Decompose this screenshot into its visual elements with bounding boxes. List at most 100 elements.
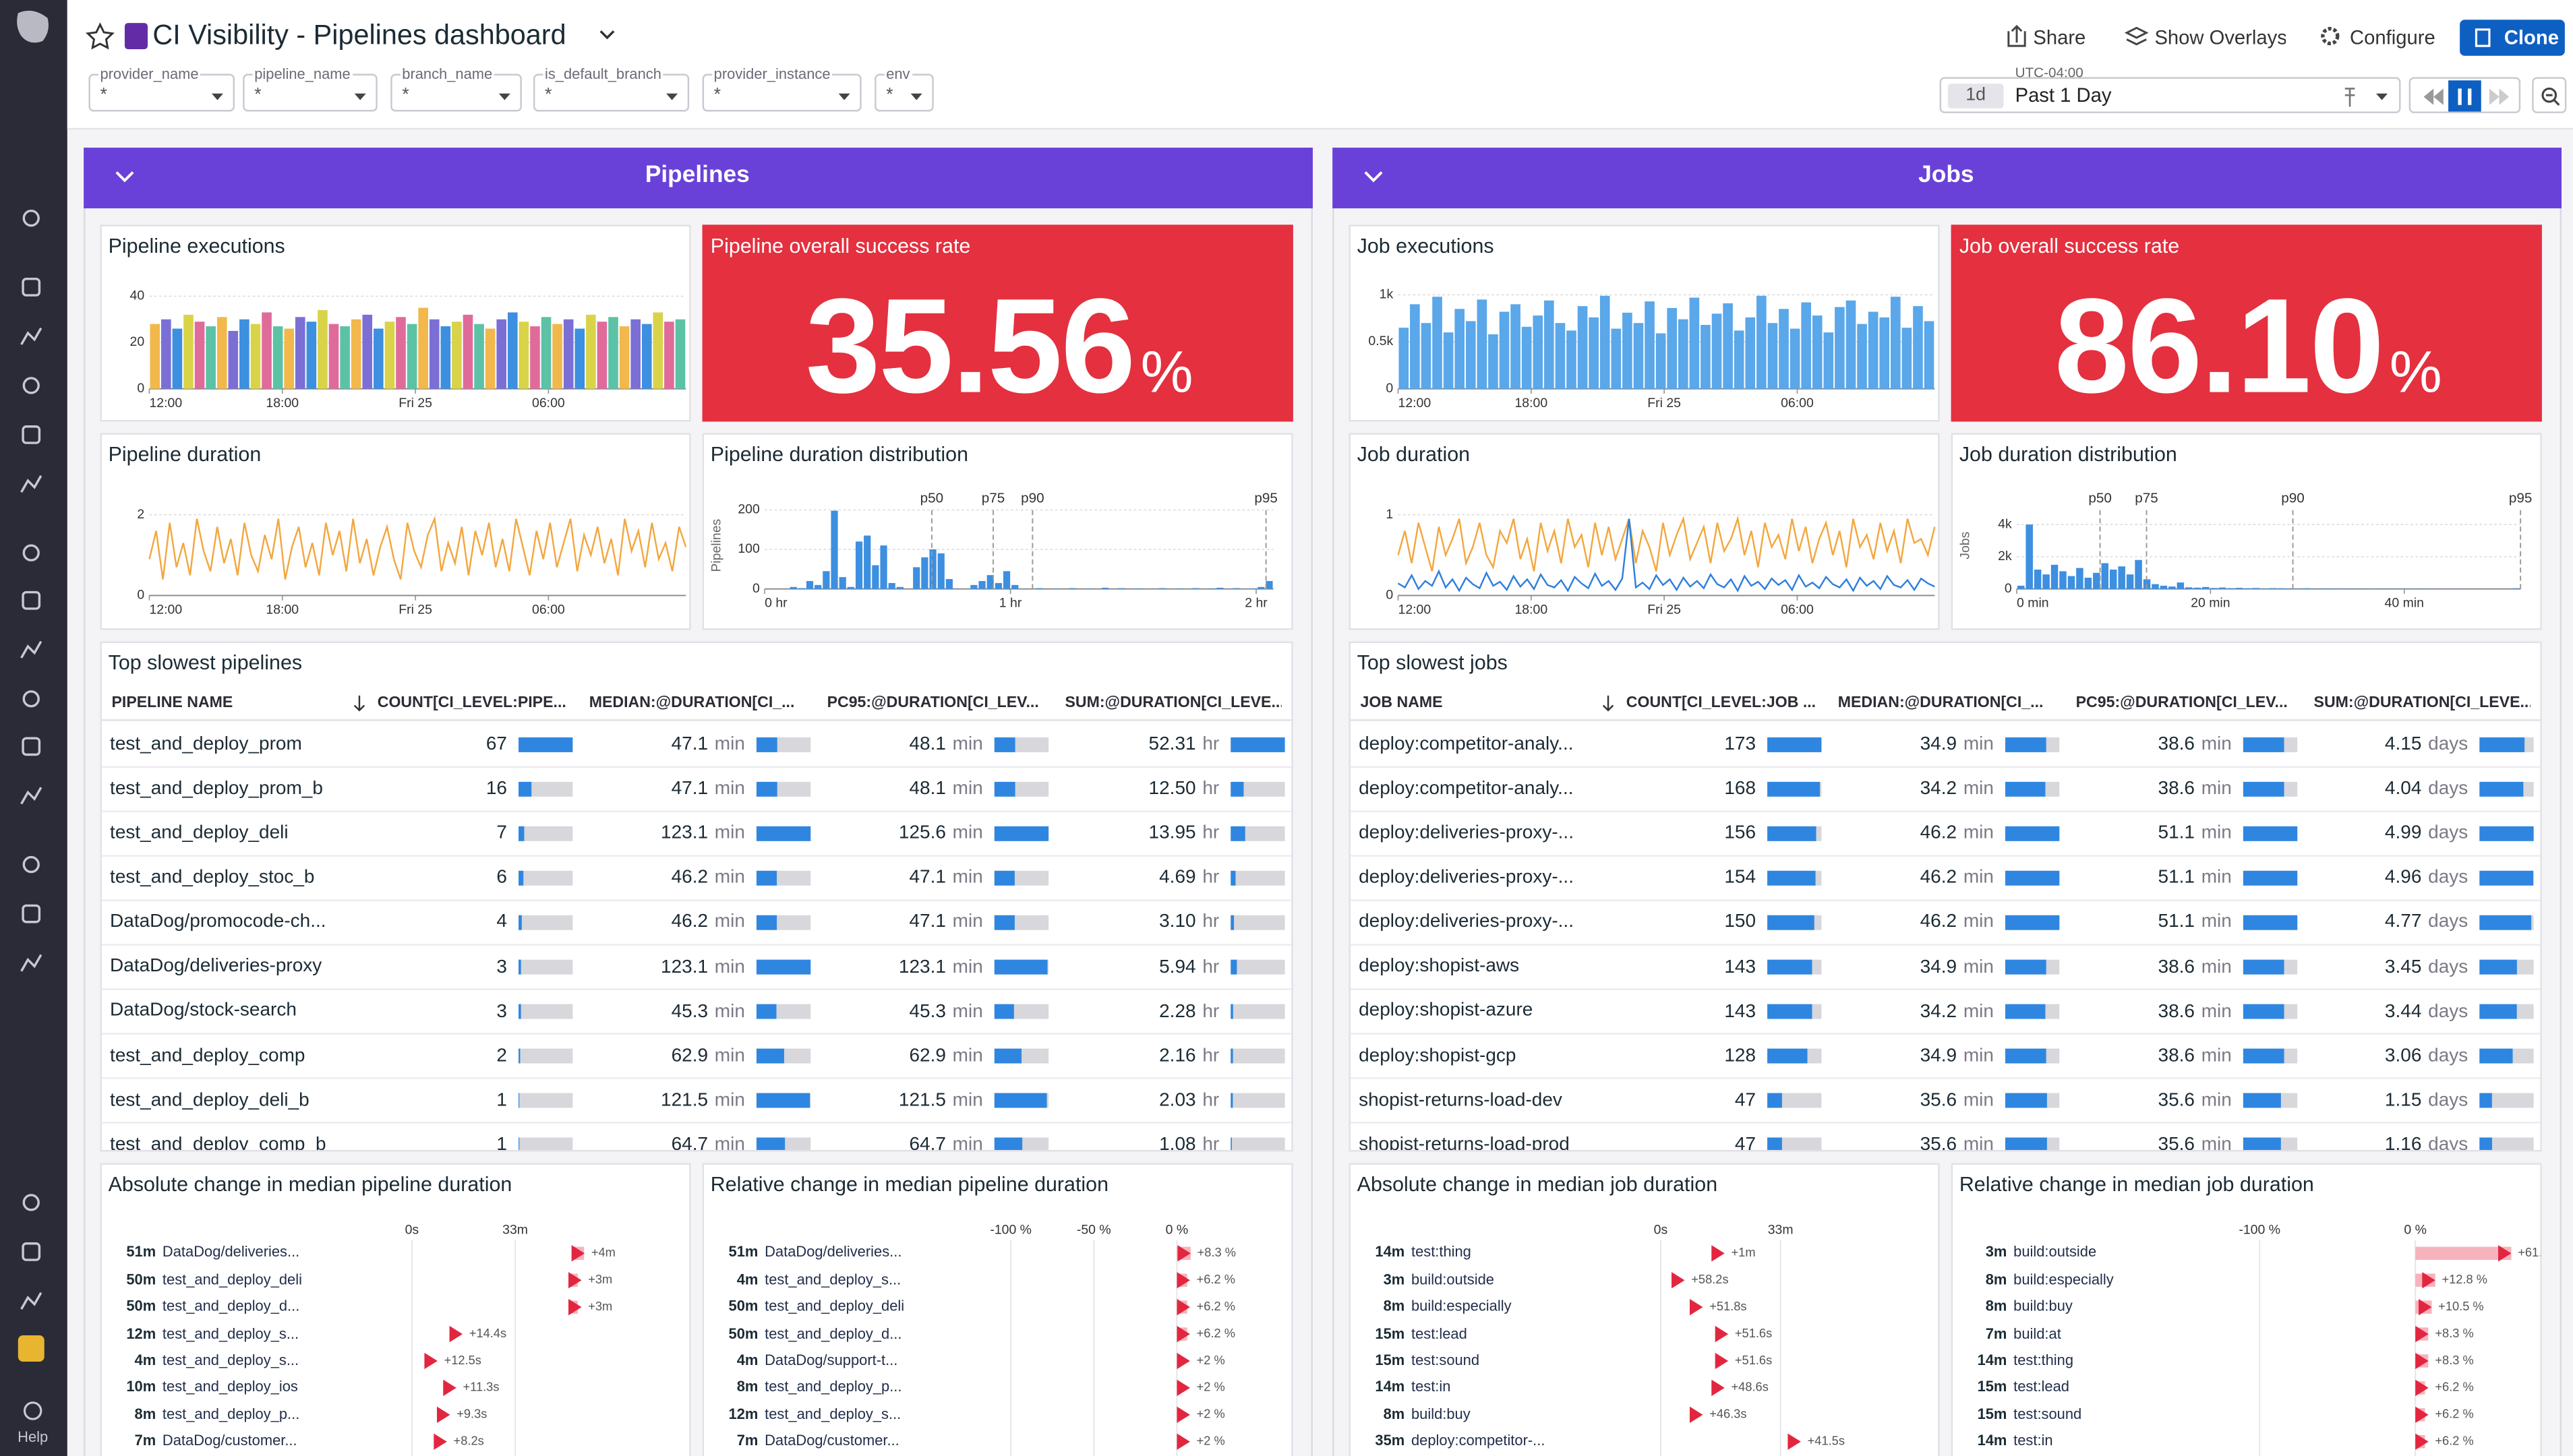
nav-icon[interactable] [22,787,41,803]
bar [284,328,294,388]
nav-icon[interactable] [23,427,39,443]
nav-icon[interactable] [24,211,38,226]
x-tick-label: 06:00 [1781,602,1814,617]
cell-value: 64.7min [548,1133,745,1151]
column-header[interactable]: PC95:@DURATION[CI_LEV... [827,694,1044,714]
row-name: test:in [1411,1378,1608,1397]
nav-icon[interactable] [24,857,38,872]
bar [1233,588,1240,589]
cell-value: 2 [310,1045,507,1068]
user-avatar[interactable] [18,1335,45,1362]
bar [1011,585,1018,589]
column-header[interactable]: PC95:@DURATION[CI_LEV... [2076,694,2293,714]
cell-number: 4 [496,913,507,932]
filter-dropdown[interactable]: pipeline_name* [243,74,378,112]
nav-icon[interactable] [22,642,41,658]
cell-number: 35.6 [1920,1135,1957,1152]
cell-unit: min [953,779,983,799]
nav-icon[interactable] [23,738,39,754]
favorite-star[interactable] [88,25,113,48]
nav-icon[interactable] [22,954,41,971]
nav-icon[interactable] [23,1244,39,1260]
filter-dropdown[interactable]: branch_name* [390,74,522,112]
filter-dropdown[interactable]: provider_instance* [703,74,862,112]
nav-icon[interactable] [24,378,38,393]
y-tick-label: 2k [1998,549,2012,564]
row-name: build:outside [2013,1244,2210,1263]
nav-icon[interactable] [24,692,38,706]
cell-bar [995,1004,1014,1019]
overlays-icon [2127,28,2146,44]
cell-number: 67 [486,735,507,754]
cell-number: 128 [1724,1046,1756,1066]
column-header[interactable]: SUM:@DURATION[CI_LEVE... [2314,694,2531,714]
filter-dropdown[interactable]: env* [875,74,934,112]
baseline-label: 14m [1355,1244,1404,1263]
cell-value: 35.6min [2035,1089,2232,1112]
line-series [1398,519,1935,572]
pause-button[interactable] [2448,80,2481,111]
bar [995,583,1002,589]
baseline-label: 7m [709,1432,758,1451]
bar [831,511,837,589]
filter-dropdown[interactable]: provider_name* [88,74,235,112]
bar [1700,325,1711,389]
help-icon[interactable] [25,1403,41,1419]
cell-unit: days [2428,1135,2468,1152]
column-header[interactable]: SUM:@DURATION[CI_LEVE... [1065,694,1281,714]
nav-icon[interactable] [23,905,39,921]
cell-number: 46.2 [1920,868,1957,888]
cell-number: 48.1 [909,779,945,799]
cell-bar [1231,826,1245,841]
configure-button[interactable]: Configure [2350,26,2448,50]
cell-unit: min [2201,1046,2232,1066]
nav-icon[interactable] [23,593,39,609]
collapse-chevron[interactable] [117,173,133,181]
x-tick-label: 06:00 [1781,396,1814,411]
zoom-out-button[interactable] [2532,77,2566,113]
x-tick-label: 12:00 [1398,396,1431,411]
nav-icon[interactable] [24,545,38,560]
header: CI Visibility - Pipelines dashboard Share… [67,0,2573,129]
column-header[interactable]: JOB NAME [1361,694,1591,714]
share-button[interactable]: Share [2033,26,2098,50]
column-header[interactable]: PIPELINE NAME [111,694,341,714]
nav-icon[interactable] [22,476,41,492]
cell-unit: hr [1202,779,1219,799]
bar [1745,317,1755,389]
forward-button[interactable] [2489,88,2509,104]
nav-icon[interactable] [24,1195,38,1210]
help-label[interactable]: Help [0,1430,65,1448]
timeseries-widget: Job executions00.5k1k12:0018:00Fri 2506:… [1349,224,1940,421]
nav-icon[interactable] [22,1293,41,1309]
collapse-chevron[interactable] [1365,173,1382,181]
cell-bar-track [1231,871,1284,886]
cell-value: 16 [310,778,507,801]
time-caret [2376,94,2388,100]
nav-icon[interactable] [23,279,39,295]
time-picker[interactable]: 1dPast 1 Day [1940,77,2401,113]
cell-value: 4.96days [2271,867,2468,890]
clone-button[interactable]: Clone [2460,20,2565,56]
column-header[interactable]: MEDIAN:@DURATION[CI_... [589,694,806,714]
bar [2227,588,2235,589]
column-header[interactable]: MEDIAN:@DURATION[CI_... [1838,694,2054,714]
column-header[interactable]: COUNT[CI_LEVEL:PIPE... [378,694,594,714]
dashboard-title[interactable]: CI Visibility - Pipelines dashboard [152,19,603,53]
group-header[interactable]: Jobs [1332,148,2562,208]
x-tick-label: 06:00 [532,396,565,411]
cell-value: 35.6min [1797,1133,1994,1151]
chart-canvas [704,75,863,113]
cell-unit: days [2428,913,2468,932]
nav-icon[interactable] [22,328,41,344]
show-overlays-button[interactable]: Show Overlays [2154,26,2286,50]
rewind-button[interactable] [2424,88,2444,104]
column-header[interactable]: COUNT[CI_LEVEL:JOB ... [1626,694,1843,714]
cell-bar [757,1049,784,1064]
group-header[interactable]: Pipelines [84,148,1313,208]
cell-unit: min [953,957,983,977]
query-unit: % [2390,297,2442,421]
baseline-label: 50m [709,1298,758,1316]
filter-dropdown[interactable]: is_default_branch* [533,74,689,112]
